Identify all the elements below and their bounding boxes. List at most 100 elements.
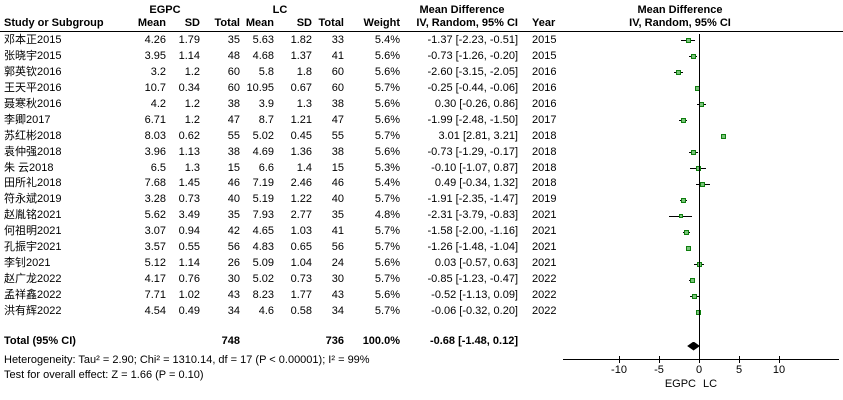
lc-mean: 5.8 — [258, 65, 274, 78]
lc-total: 60 — [331, 65, 344, 78]
egpc-sd: 0.73 — [178, 193, 200, 206]
lc-total: 24 — [331, 257, 344, 270]
study-name: 王天平2016 — [4, 81, 62, 94]
egpc-mean: 3.95 — [144, 49, 166, 62]
study-row: 何祖明2021 3.07 0.94 42 4.65 1.03 41 5.7% -1.58 [-2… — [0, 224, 843, 240]
ci-method-header-right: IV, Random, 95% CI — [629, 17, 731, 29]
lc-sd: 0.73 — [290, 273, 312, 286]
lc-sd: 1.77 — [290, 289, 312, 301]
study-year: 2021 — [532, 241, 557, 254]
lc-mean: 5.02 — [252, 129, 274, 142]
egpc-total: 42 — [227, 225, 240, 238]
egpc-total: 40 — [227, 193, 240, 206]
egpc-sd: 0.55 — [178, 241, 200, 254]
x-axis-tick-label: 10 — [772, 364, 786, 376]
study-year: 2022 — [532, 289, 557, 301]
col-weight: Weight — [363, 17, 400, 29]
study-weight: 5.7% — [374, 129, 400, 142]
study-row: 赵广龙2022 4.17 0.76 30 5.02 0.73 30 5.7% -0.85 [-1… — [0, 272, 843, 288]
header-divider — [0, 31, 843, 32]
x-axis-tick-label: 5 — [735, 364, 743, 376]
lc-sd: 0.67 — [290, 81, 312, 94]
lc-total: 56 — [331, 241, 344, 254]
study-row: 王天平2016 10.7 0.34 60 10.95 0.67 60 5.7% -0.25 [-… — [0, 81, 843, 97]
egpc-mean: 4.26 — [144, 34, 166, 46]
study-ci-text: -1.58 [-2.00, -1.16] — [427, 225, 519, 238]
study-year: 2016 — [532, 65, 557, 78]
total-ci: -0.68 [-1.48, 0.12] — [429, 335, 518, 347]
lc-mean: 8.7 — [258, 113, 274, 126]
study-year: 2016 — [532, 97, 557, 110]
x-axis-tick — [619, 356, 620, 363]
egpc-total: 55 — [227, 129, 240, 142]
col-mean-lc: Mean — [245, 17, 274, 29]
col-ci: IV, Random, 95% CI — [416, 17, 518, 29]
egpc-total: 26 — [227, 257, 240, 270]
study-row: 李卿2017 6.71 1.2 47 8.7 1.21 47 5.6% -1.99 [-2.48… — [0, 113, 843, 129]
study-ci-text: 0.30 [-0.26, 0.86] — [434, 97, 518, 110]
egpc-sd: 1.14 — [178, 257, 200, 270]
study-weight: 5.7% — [374, 81, 400, 94]
study-weight: 5.4% — [374, 177, 400, 190]
lc-sd: 1.37 — [290, 49, 312, 62]
study-row: 聂寒秋2016 4.2 1.2 38 3.9 1.3 38 5.6% 0.30 [-0.26, … — [0, 97, 843, 113]
lc-sd: 0.65 — [290, 241, 312, 254]
study-name: 聂寒秋2016 — [4, 97, 62, 110]
study-ci-text: 0.03 [-0.57, 0.63] — [434, 257, 518, 270]
x-axis-tick — [699, 356, 700, 363]
col-study: Study or Subgroup — [4, 17, 104, 29]
axis-left-label: EGPC — [664, 378, 696, 390]
study-row: 洪有辉2022 4.54 0.49 34 4.6 0.58 34 5.7% -0.06 [-0.… — [0, 304, 843, 320]
col-total-egpc: Total — [214, 17, 240, 29]
lc-mean: 7.19 — [252, 177, 274, 190]
lc-mean: 5.02 — [252, 273, 274, 286]
study-row: 李钊2021 5.12 1.14 26 5.09 1.04 24 5.6% 0.03 [-0.5… — [0, 256, 843, 272]
egpc-mean: 3.2 — [150, 65, 166, 78]
study-row: 邓本正2015 4.26 1.79 35 5.63 1.82 33 5.4% -1.37 [-2… — [0, 33, 843, 49]
study-name: 赵胤铭2021 — [4, 209, 62, 222]
lc-mean: 8.23 — [252, 289, 274, 301]
study-weight: 5.6% — [374, 65, 400, 78]
study-name: 田所礼2018 — [4, 177, 62, 190]
lc-total: 35 — [331, 209, 344, 222]
lc-total: 33 — [331, 34, 344, 46]
lc-sd: 2.77 — [290, 209, 312, 222]
study-ci-text: -1.99 [-2.48, -1.50] — [427, 113, 519, 126]
study-name: 郭英钦2016 — [4, 65, 62, 78]
study-ci-text: 3.01 [2.81, 3.21] — [438, 129, 518, 142]
study-ci-text: -0.73 [-1.26, -0.20] — [427, 49, 519, 62]
study-row: 朱 云2018 6.5 1.3 15 6.6 1.4 15 5.3% -0.10 [-1.07,… — [0, 161, 843, 177]
study-weight: 5.6% — [374, 257, 400, 270]
lc-mean: 10.95 — [246, 81, 274, 94]
study-year: 2021 — [532, 209, 557, 222]
study-ci-text: -0.73 [-1.29, -0.17] — [427, 145, 519, 158]
lc-sd: 1.04 — [290, 257, 312, 270]
study-ci-text: 0.49 [-0.34, 1.32] — [434, 177, 518, 190]
lc-sd: 1.8 — [296, 65, 312, 78]
lc-mean: 4.83 — [252, 241, 274, 254]
study-ci-text: -1.26 [-1.48, -1.04] — [427, 241, 519, 254]
col-year: Year — [532, 17, 556, 29]
study-row: 赵胤铭2021 5.62 3.49 35 7.93 2.77 35 4.8% -2.31 [-3… — [0, 208, 843, 224]
lc-sd: 1.82 — [290, 34, 312, 46]
study-row: 田所礼2018 7.68 1.45 46 7.19 2.46 46 5.4% 0.49 [-0.… — [0, 176, 843, 192]
lc-sd: 2.46 — [290, 177, 312, 190]
lc-sd: 1.21 — [290, 113, 312, 126]
study-name: 李卿2017 — [4, 113, 51, 126]
egpc-total: 38 — [227, 97, 240, 110]
study-ci-text: -0.06 [-0.32, 0.20] — [431, 304, 518, 317]
egpc-total: 30 — [227, 273, 240, 286]
egpc-mean: 4.17 — [144, 273, 166, 286]
egpc-total: 15 — [227, 161, 240, 174]
study-rows: 邓本正2015 4.26 1.79 35 5.63 1.82 33 5.4% -1.37 [-2… — [0, 33, 843, 320]
egpc-mean: 5.12 — [144, 257, 166, 270]
x-axis-tick — [779, 356, 780, 363]
study-weight: 5.7% — [374, 241, 400, 254]
lc-mean: 4.6 — [258, 304, 274, 317]
lc-total: 38 — [331, 97, 344, 110]
egpc-total: 35 — [227, 209, 240, 222]
lc-total: 15 — [331, 161, 344, 174]
egpc-mean: 6.5 — [150, 161, 166, 174]
study-ci-text: -0.10 [-1.07, 0.87] — [431, 161, 518, 174]
egpc-total: 38 — [227, 145, 240, 158]
